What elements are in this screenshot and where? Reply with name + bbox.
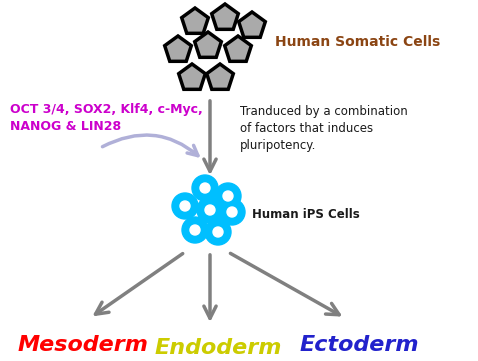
- Polygon shape: [195, 32, 221, 57]
- Text: Human iPS Cells: Human iPS Cells: [252, 209, 360, 222]
- Polygon shape: [182, 8, 208, 33]
- Polygon shape: [179, 64, 206, 89]
- Polygon shape: [239, 12, 265, 37]
- Text: OCT 3/4, SOX2, Klf4, c-Myc,
NANOG & LIN28: OCT 3/4, SOX2, Klf4, c-Myc, NANOG & LIN2…: [10, 103, 203, 133]
- Circle shape: [223, 191, 233, 201]
- Circle shape: [205, 219, 231, 245]
- Text: Ectoderm: Ectoderm: [300, 335, 420, 355]
- Circle shape: [197, 197, 223, 223]
- Text: Mesoderm: Mesoderm: [18, 335, 149, 355]
- Text: Endoderm: Endoderm: [155, 338, 282, 358]
- Circle shape: [200, 183, 210, 193]
- Circle shape: [205, 205, 215, 215]
- Circle shape: [215, 183, 241, 209]
- Text: Human Somatic Cells: Human Somatic Cells: [275, 35, 440, 49]
- Circle shape: [227, 207, 237, 217]
- Circle shape: [219, 199, 245, 225]
- Circle shape: [172, 193, 198, 219]
- Polygon shape: [206, 64, 233, 89]
- Circle shape: [182, 217, 208, 243]
- Polygon shape: [165, 36, 191, 61]
- Text: Tranduced by a combination
of factors that induces
pluripotency.: Tranduced by a combination of factors th…: [240, 104, 408, 152]
- Circle shape: [190, 225, 200, 235]
- Polygon shape: [225, 36, 251, 61]
- Circle shape: [213, 227, 223, 237]
- Circle shape: [192, 175, 218, 201]
- Polygon shape: [212, 4, 239, 29]
- Circle shape: [180, 201, 190, 211]
